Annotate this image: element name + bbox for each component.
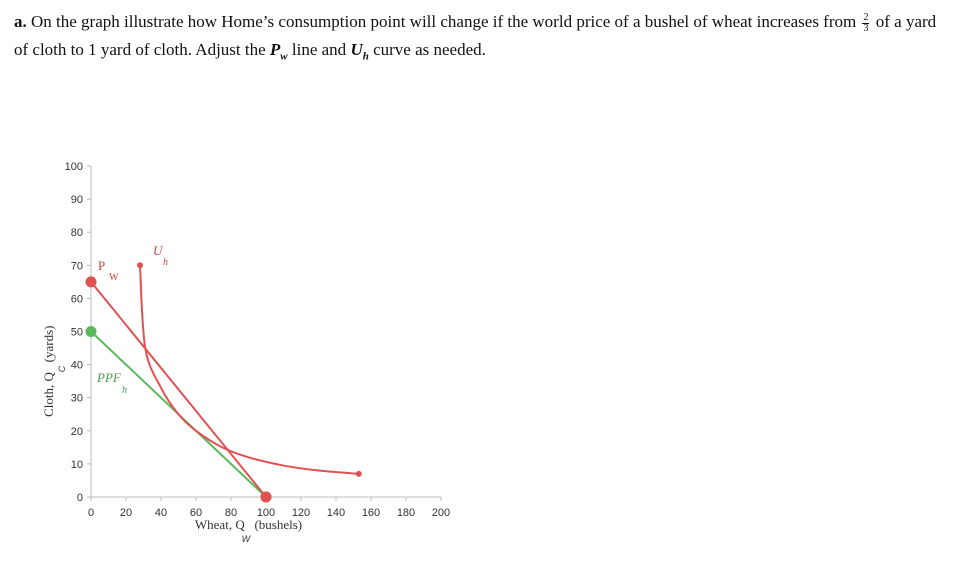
x-tick-label: 160: [362, 507, 380, 519]
y-tick-label: 20: [71, 426, 83, 438]
y-axis-title-text: Cloth, Q (yards): [41, 326, 56, 417]
uh-symbol: Uh: [350, 40, 369, 63]
u-handle-start[interactable]: [137, 262, 143, 269]
question-text-middle: line and: [291, 40, 347, 59]
fraction-numerator: 2: [862, 11, 870, 24]
fraction-denominator: 3: [863, 22, 869, 34]
question-text-end: curve as needed.: [373, 40, 486, 59]
u-series-label: U: [153, 243, 164, 258]
series-line-u: [139, 265, 359, 475]
x-axis-title-subscript: W: [242, 534, 252, 544]
x-tick-label: 180: [397, 507, 415, 519]
y-tick-label: 30: [71, 393, 83, 405]
ppf-handle-start[interactable]: [85, 326, 97, 337]
y-tick-label: 0: [77, 492, 83, 504]
ppf-series-label-subscript: h: [122, 385, 127, 396]
p-series-label: P: [98, 258, 105, 273]
y-axis-title: Cloth, Q (yards) C: [41, 326, 67, 417]
x-tick-label: 100: [257, 507, 275, 519]
y-tick-label: 100: [65, 161, 83, 173]
p-handle-end[interactable]: [260, 491, 272, 503]
x-tick-label: 80: [225, 507, 237, 519]
question-part-label: a.: [14, 12, 27, 31]
p-series-label-subscript: W: [109, 272, 119, 283]
x-axis-title: Wheat, Q (bushels): [195, 517, 302, 532]
x-tick-label: 140: [327, 507, 345, 519]
question-text-after: of a yard of cloth to 1 yard of cloth. A…: [14, 12, 937, 59]
question-text: a. On the graph illustrate how Home’s co…: [14, 8, 944, 70]
y-tick-label: 60: [71, 293, 83, 305]
y-tick-label: 90: [71, 194, 83, 206]
x-tick-label: 60: [190, 507, 202, 519]
x-tick-label: 120: [292, 507, 310, 519]
series-line-p: [90, 281, 267, 498]
x-tick-label: 40: [155, 507, 167, 519]
y-tick-label: 10: [71, 459, 83, 471]
y-tick-label: 40: [71, 360, 83, 372]
y-tick-label: 80: [71, 227, 83, 239]
u-series-label-subscript: h: [163, 257, 168, 268]
p-handle-start[interactable]: [85, 276, 97, 288]
x-tick-label: 0: [88, 507, 94, 519]
pw-symbol: Pw: [269, 40, 288, 63]
ppf-series-label: PPF: [96, 370, 122, 385]
u-handle-end[interactable]: [355, 470, 362, 477]
y-tick-label: 70: [71, 260, 83, 272]
y-axis-title-subscript: C: [57, 365, 67, 372]
y-tick-label: 50: [71, 327, 83, 339]
x-tick-label: 20: [120, 507, 132, 519]
x-tick-label: 200: [432, 507, 450, 519]
question-text-before: On the graph illustrate how Home’s consu…: [31, 12, 857, 31]
